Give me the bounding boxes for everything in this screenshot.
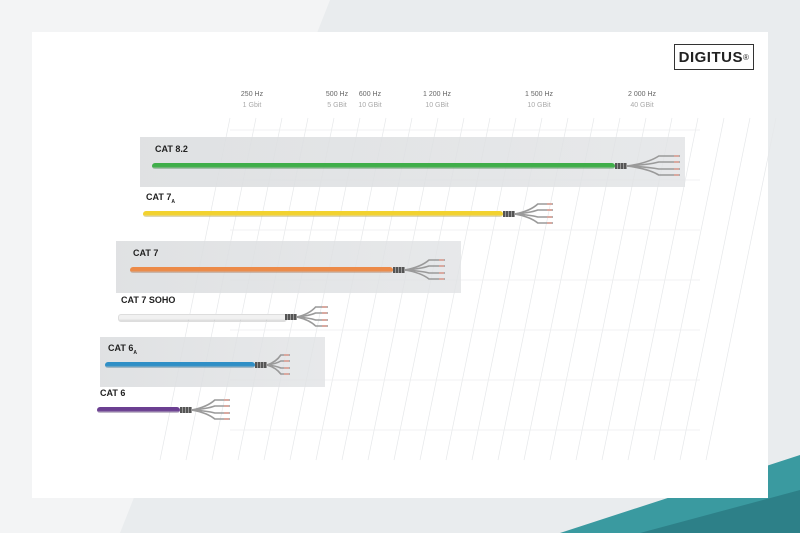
cable-shield xyxy=(393,267,405,273)
wire-pairs-icon xyxy=(515,203,553,224)
cable-label-subscript: A xyxy=(171,198,175,205)
cable-shield xyxy=(615,163,627,169)
wire-pairs-icon xyxy=(405,259,445,280)
cable-label-text: CAT 6 xyxy=(108,343,134,353)
wire-pairs-icon xyxy=(627,155,680,176)
wire-pairs-icon xyxy=(192,399,230,420)
axis-tick-label: 500 Hz 5 GBit xyxy=(307,89,367,111)
cable-bar xyxy=(118,314,287,322)
cable-label: CAT 7 xyxy=(133,248,158,261)
axis-tick-label: 1 200 Hz 10 GBit xyxy=(407,89,467,111)
logo-text: DIGITUS xyxy=(678,48,743,66)
frequency-label: 1 500 Hz xyxy=(524,91,554,98)
cable-label-subscript: A xyxy=(133,349,137,356)
cable-bar xyxy=(152,163,615,169)
cable-label: CAT 7 SOHO xyxy=(121,295,175,308)
frequency-label: 250 Hz xyxy=(240,91,264,98)
cable-bar xyxy=(143,211,503,217)
cable-label: CAT 7A xyxy=(146,192,175,205)
axis-tick-label: 600 Hz 10 GBit xyxy=(340,89,400,111)
cable-label-text: CAT 6 xyxy=(100,388,126,398)
grid-line xyxy=(679,117,751,461)
cable-label-text: CAT 7 xyxy=(146,192,172,202)
axis-tick-label: 1 500 Hz 10 GBit xyxy=(509,89,569,111)
cable-label-text: CAT 7 SOHO xyxy=(121,295,176,305)
registered-mark: ® xyxy=(742,52,750,62)
grid-line xyxy=(705,117,777,461)
cable-bar xyxy=(105,362,255,368)
axis-tick-label: 250 Hz 1 Gbit xyxy=(222,89,282,111)
cable-bar xyxy=(130,267,393,273)
data-rate-label: 1 Gbit xyxy=(242,102,262,109)
data-rate-label: 10 GBit xyxy=(425,102,449,109)
cable-shield xyxy=(180,407,192,413)
cable-shield xyxy=(255,362,267,368)
wire-pairs-icon xyxy=(297,306,328,327)
frequency-label: 1 200 Hz xyxy=(422,91,452,98)
wire-pairs-icon xyxy=(267,354,290,375)
grid-line xyxy=(653,117,725,461)
axis-tick-label: 2 000 Hz 40 GBit xyxy=(612,89,672,111)
data-rate-label: 40 GBit xyxy=(630,102,654,109)
highlight-band xyxy=(140,137,685,187)
cable-label-text: CAT 8.2 xyxy=(155,144,188,154)
cable-shield xyxy=(503,211,515,217)
cable-label: CAT 6 xyxy=(100,388,125,401)
digitus-logo: DIGITUS ® xyxy=(674,44,754,70)
frequency-label: 500 Hz xyxy=(325,91,349,98)
frequency-label: 2 000 Hz xyxy=(627,91,657,98)
cable-shield xyxy=(285,314,297,320)
data-rate-label: 10 GBit xyxy=(358,102,382,109)
grid-line xyxy=(627,117,699,461)
cable-label-text: CAT 7 xyxy=(133,248,159,258)
cable-label: CAT 8.2 xyxy=(155,144,188,157)
data-rate-label: 10 GBit xyxy=(527,102,551,109)
cable-label: CAT 6A xyxy=(108,343,137,356)
cable-bar xyxy=(97,407,180,413)
data-rate-label: 5 GBit xyxy=(327,102,347,109)
frequency-label: 600 Hz xyxy=(358,91,382,98)
